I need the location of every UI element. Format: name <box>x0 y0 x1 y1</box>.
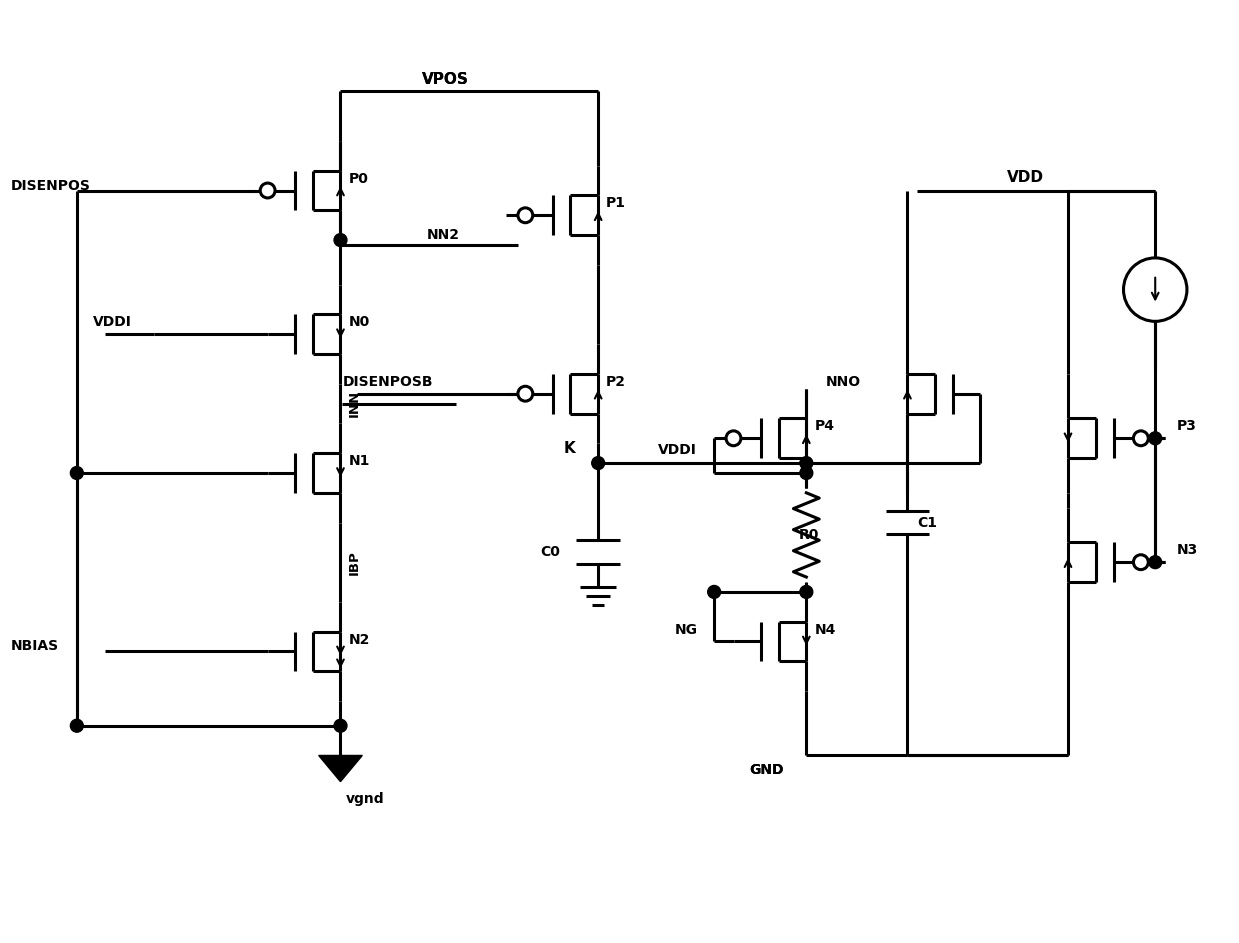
Text: P3: P3 <box>1177 420 1197 434</box>
Text: P0: P0 <box>348 172 368 186</box>
Text: R0: R0 <box>798 528 819 542</box>
Text: N1: N1 <box>348 455 369 468</box>
Text: P4: P4 <box>814 420 834 434</box>
Polygon shape <box>318 755 362 782</box>
Text: INN: INN <box>347 390 361 417</box>
Circle shape <box>592 456 605 470</box>
Circle shape <box>800 456 813 470</box>
Text: NN2: NN2 <box>426 228 460 242</box>
Circle shape <box>800 586 813 599</box>
Text: NNO: NNO <box>826 374 861 389</box>
Text: DISENPOSB: DISENPOSB <box>342 374 432 389</box>
Text: VDDI: VDDI <box>658 443 696 457</box>
Circle shape <box>707 586 721 599</box>
Text: VPOS: VPOS <box>421 72 468 87</box>
Text: GND: GND <box>748 763 783 777</box>
Text: VPOS: VPOS <box>421 72 468 87</box>
Text: K: K <box>564 440 575 455</box>
Text: C0: C0 <box>540 545 560 559</box>
Text: GND: GND <box>748 763 783 777</box>
Text: N4: N4 <box>814 622 835 637</box>
Text: N0: N0 <box>348 315 369 329</box>
Circle shape <box>1149 432 1162 445</box>
Text: VDD: VDD <box>1006 170 1043 185</box>
Circle shape <box>335 234 347 246</box>
Text: DISENPOS: DISENPOS <box>10 178 90 192</box>
Text: N3: N3 <box>1177 543 1198 557</box>
Text: IBP: IBP <box>347 550 361 574</box>
Text: VDDI: VDDI <box>93 315 131 329</box>
Circle shape <box>800 467 813 479</box>
Circle shape <box>71 467 83 479</box>
Text: NG: NG <box>674 622 698 637</box>
Circle shape <box>71 720 83 732</box>
Text: vgnd: vgnd <box>346 791 384 805</box>
Text: C1: C1 <box>917 516 938 530</box>
Text: P2: P2 <box>606 374 626 389</box>
Text: NBIAS: NBIAS <box>10 639 58 653</box>
Text: P1: P1 <box>606 196 626 210</box>
Circle shape <box>1149 555 1162 569</box>
Text: N2: N2 <box>348 633 369 647</box>
Circle shape <box>335 720 347 732</box>
